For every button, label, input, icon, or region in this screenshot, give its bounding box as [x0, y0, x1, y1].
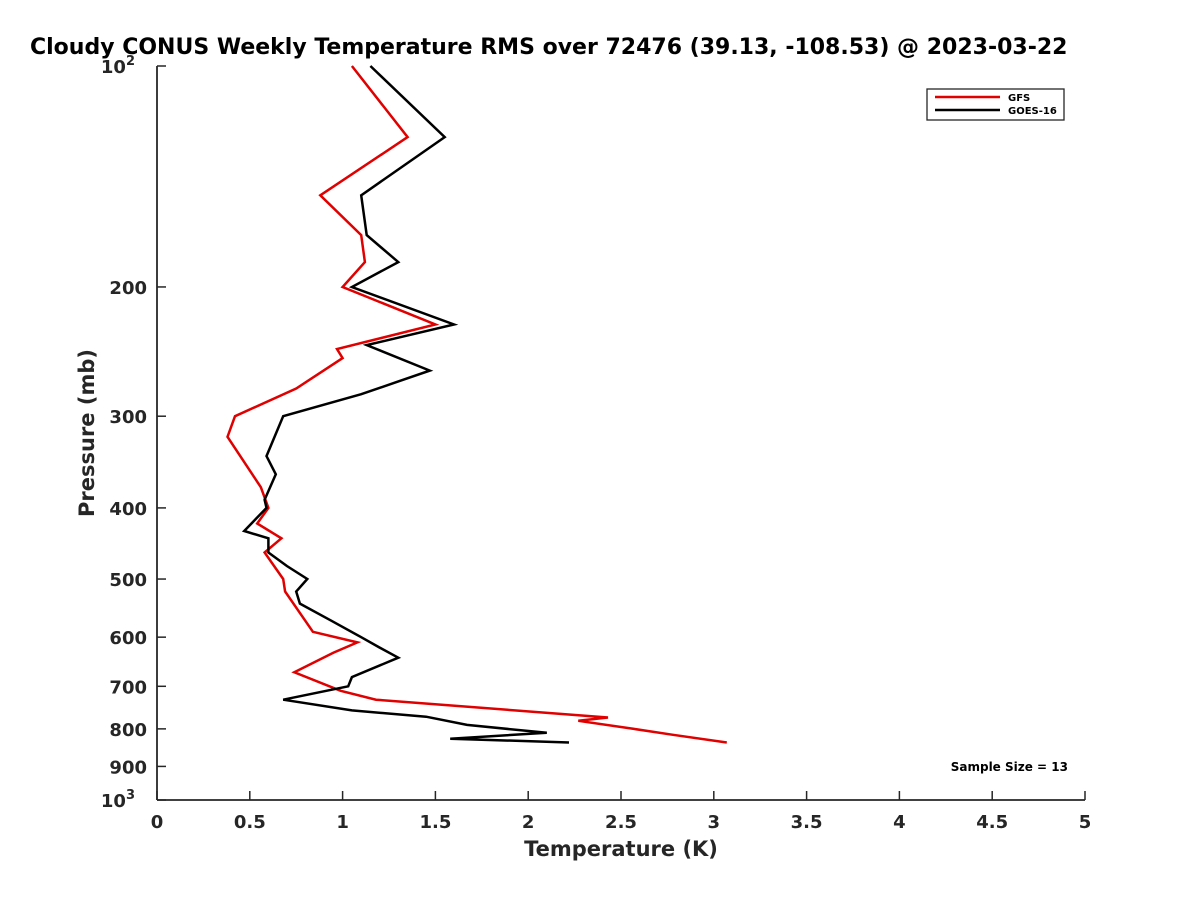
x-tick-label: 4.5 — [976, 812, 1008, 833]
y-axis-ticks: 102 200 300 400 500 600 700 800 900 103 — [101, 54, 166, 812]
x-tick-label: 3 — [708, 812, 721, 833]
legend-box — [926, 88, 1065, 121]
x-tick-label: 2.5 — [605, 812, 637, 833]
y-tick-label: 600 — [109, 628, 147, 649]
y-tick-label: 700 — [109, 677, 147, 698]
x-tick-label: 3.5 — [791, 812, 823, 833]
x-tick-label: 5 — [1079, 812, 1092, 833]
x-tick-label: 2 — [522, 812, 535, 833]
x-axis-label: Temperature (K) — [524, 837, 718, 861]
y-axis-label: Pressure (mb) — [75, 349, 99, 517]
y-tick-label: 200 — [109, 278, 147, 299]
x-tick-label: 1 — [336, 812, 349, 833]
legend: GFS GOES-16 — [926, 88, 1065, 121]
y-tick-label: 900 — [109, 757, 147, 778]
series-line-goes-16 — [241, 65, 570, 744]
series-layer — [226, 65, 727, 744]
y-tick-label: 500 — [109, 570, 147, 591]
x-tick-label: 0.5 — [234, 812, 266, 833]
legend-label-gfs: GFS — [1008, 93, 1030, 104]
x-tick-label: 0 — [151, 812, 164, 833]
sample-size-annotation: Sample Size = 13 — [951, 760, 1068, 774]
y-tick-label: 103 — [101, 788, 135, 812]
y-tick-label: 400 — [109, 499, 147, 520]
series-line-gfs — [226, 65, 727, 744]
x-tick-label: 1.5 — [419, 812, 451, 833]
y-tick-label: 102 — [101, 54, 135, 78]
y-tick-label: 800 — [109, 720, 147, 741]
chart-title: Cloudy CONUS Weekly Temperature RMS over… — [30, 35, 1067, 60]
legend-label-goes-16: GOES-16 — [1008, 106, 1057, 117]
x-tick-label: 4 — [893, 812, 906, 833]
x-axis-ticks: 0 0.5 1 1.5 2 2.5 3 3.5 4 4.5 5 — [151, 791, 1092, 833]
y-tick-label: 300 — [109, 407, 147, 428]
